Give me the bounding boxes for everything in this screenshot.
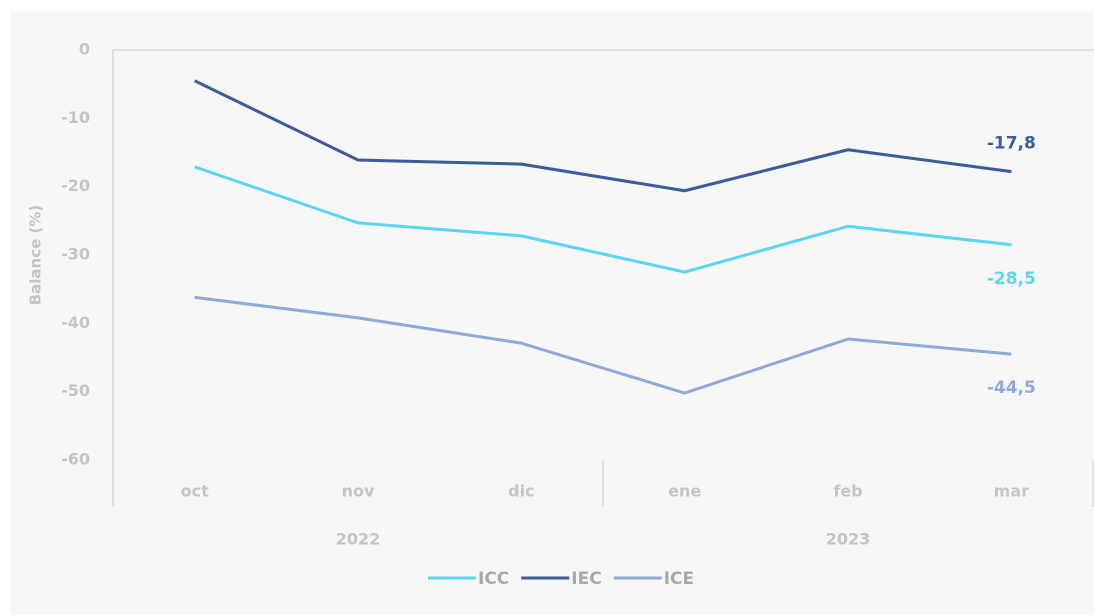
x-group-label: 2023 <box>826 530 871 549</box>
legend-label: IEC <box>571 569 601 589</box>
x-tick-label: ene <box>668 482 701 501</box>
x-tick-label: oct <box>181 482 209 501</box>
series-line <box>194 165 1012 274</box>
y-tick-label: -50 <box>61 381 90 400</box>
data-label: -28,5 <box>987 269 1036 289</box>
y-tick-label: -10 <box>61 108 90 127</box>
legend-label: ICE <box>664 569 694 589</box>
series-line <box>194 79 1012 193</box>
x-tick-label: mar <box>994 482 1029 501</box>
y-tick-label: 0 <box>79 40 90 59</box>
y-tick-label: -40 <box>61 313 90 332</box>
x-tick-label: nov <box>342 482 375 501</box>
y-axis-label: Balance (%) <box>27 205 45 306</box>
x-tick-label: dic <box>508 482 534 501</box>
y-tick-label: -20 <box>61 176 90 195</box>
y-tick-label: -30 <box>61 245 90 264</box>
chart-background <box>10 10 1094 615</box>
x-tick-label: feb <box>833 482 862 501</box>
x-group-label: 2022 <box>336 530 381 549</box>
y-tick-label: -60 <box>61 450 90 469</box>
legend-label: ICC <box>478 569 509 589</box>
data-label: -44,5 <box>987 378 1036 398</box>
series-line <box>194 295 1012 395</box>
data-label: -17,8 <box>987 134 1036 154</box>
